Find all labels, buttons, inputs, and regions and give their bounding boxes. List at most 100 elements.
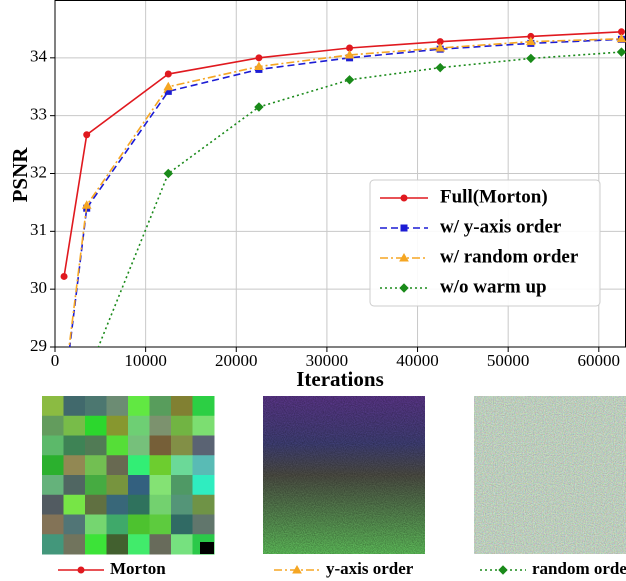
image-block [128,435,150,456]
image-block [85,415,107,436]
image-block [63,435,86,456]
caption-marker [292,564,302,574]
image-block [200,542,214,554]
marker [254,102,264,112]
legend-marker [399,252,409,262]
marker [164,70,172,78]
image-block [128,494,150,515]
image-block [149,514,172,535]
image-block [171,455,193,476]
image-block [192,475,215,496]
x-tick-label: 60000 [578,351,621,370]
caption-marker [77,566,85,574]
y-tick-label: 34 [30,47,48,66]
image-panel [474,396,626,554]
image-block [63,475,86,496]
x-tick-label: 0 [51,351,60,370]
image-block [42,475,64,496]
image-block [85,396,107,417]
image-block [85,475,107,496]
legend-marker [400,224,408,232]
marker [163,81,174,91]
caption-marker [498,565,508,575]
image-block [85,435,107,456]
y-tick-label: 32 [30,162,47,181]
image-block [63,415,86,436]
marker [616,47,626,57]
image-block [42,435,64,456]
image-caption: Morton [110,559,166,578]
image-block [42,534,64,555]
image-block [192,455,215,476]
image-block [149,415,172,436]
image-block [42,455,64,476]
image-block [128,396,150,417]
image-block [63,455,86,476]
marker [83,131,91,139]
series-line [68,37,622,347]
image-block [85,455,107,476]
image-block [149,455,172,476]
marker [163,168,174,179]
y-tick-label: 31 [30,220,47,239]
image-block [171,514,193,535]
x-tick-label: 10000 [124,351,167,370]
image-block [192,396,215,417]
image-block [128,415,150,436]
image-block [63,396,86,417]
marker [255,54,263,62]
legend-marker [399,283,409,293]
image-block [128,534,150,555]
image-block [106,534,129,555]
series-line [97,51,622,347]
image-block [106,435,129,456]
image-block [63,494,86,515]
plot-area [60,28,626,390]
legend-box [369,179,601,307]
image-block [85,514,107,535]
x-tick-label: 40000 [396,351,439,370]
image-block [171,415,193,436]
image-block [106,415,129,436]
marker [60,272,68,280]
legend-label: w/o warm up [440,276,547,297]
image-panel [42,396,215,555]
marker [344,75,355,85]
image-block [128,514,150,535]
y-axis-label: PSNR [8,147,32,203]
legend-marker [400,194,408,202]
image-block [149,494,172,515]
image-block [106,475,129,496]
image-block [85,534,107,555]
series-line [63,31,622,277]
image-panel [263,396,425,554]
legend-label: Full(Morton) [440,186,548,207]
image-block [106,396,129,417]
image-block [149,534,172,555]
marker [435,62,445,73]
marker [344,49,355,59]
legend-label: w/ y-axis order [440,216,562,237]
series-line [68,38,622,347]
legend-label: w/ random order [440,246,579,267]
image-block [149,475,172,496]
x-tick-label: 20000 [215,351,258,370]
image-noise [263,396,425,554]
marker [254,61,264,71]
image-block [106,514,129,535]
image-block [192,435,215,456]
image-block [106,455,129,476]
image-block [171,475,193,496]
marker [83,372,91,380]
marker [60,383,68,390]
x-tick-label: 30000 [306,351,349,370]
image-block [42,494,64,515]
image [474,396,626,554]
image-block [149,396,172,417]
x-tick-label: 50000 [487,351,530,370]
image-block [42,396,64,417]
image-block [63,534,86,555]
image-block [149,435,172,456]
marker [525,36,536,46]
